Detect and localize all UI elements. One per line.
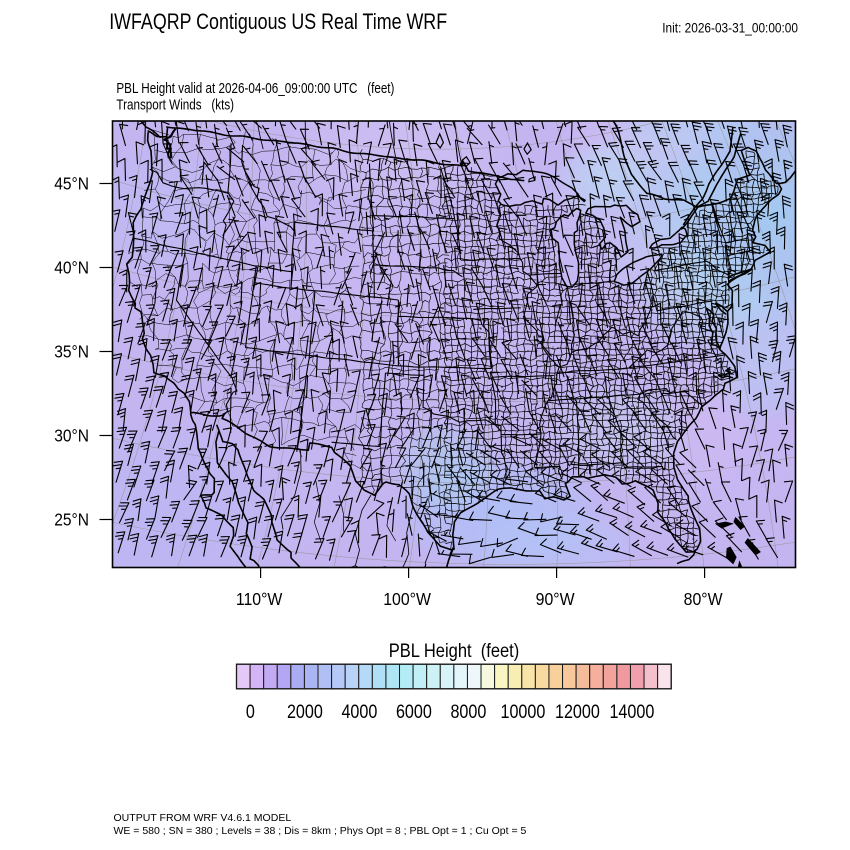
svg-text:0: 0 (246, 700, 255, 722)
svg-text:4000: 4000 (341, 700, 377, 722)
svg-text:6000: 6000 (396, 700, 432, 722)
svg-text:100°W: 100°W (383, 589, 431, 609)
svg-text:PBL Height (feet): PBL Height (feet) (389, 640, 520, 661)
svg-text:10000: 10000 (500, 700, 545, 722)
svg-text:OUTPUT FROM WRF V4.6.1 MODEL: OUTPUT FROM WRF V4.6.1 MODEL (113, 813, 291, 824)
svg-text:14000: 14000 (609, 700, 654, 722)
svg-text:WE = 580 ; SN = 380 ; Levels =: WE = 580 ; SN = 380 ; Levels = 38 ; Dis … (114, 826, 527, 837)
svg-text:30°N: 30°N (54, 425, 89, 445)
svg-text:35°N: 35°N (54, 341, 89, 361)
svg-text:Transport Winds (kts): Transport Winds (kts) (116, 96, 234, 113)
svg-text:PBL Height valid at 2026-04-06: PBL Height valid at 2026-04-06_09:00:00 … (116, 80, 394, 97)
svg-text:45°N: 45°N (54, 173, 89, 193)
svg-text:Init: 2026-03-31_00:00:00: Init: 2026-03-31_00:00:00 (662, 20, 798, 36)
svg-text:110°W: 110°W (236, 589, 283, 609)
svg-text:80°W: 80°W (684, 589, 723, 609)
svg-text:8000: 8000 (450, 700, 486, 722)
svg-text:IWFAQRP Contiguous US Real Tim: IWFAQRP Contiguous US Real Time WRF (109, 10, 447, 34)
svg-text:12000: 12000 (555, 700, 600, 722)
svg-text:40°N: 40°N (54, 257, 89, 277)
svg-text:25°N: 25°N (54, 509, 89, 529)
svg-text:90°W: 90°W (536, 589, 575, 609)
svg-text:2000: 2000 (287, 700, 323, 722)
